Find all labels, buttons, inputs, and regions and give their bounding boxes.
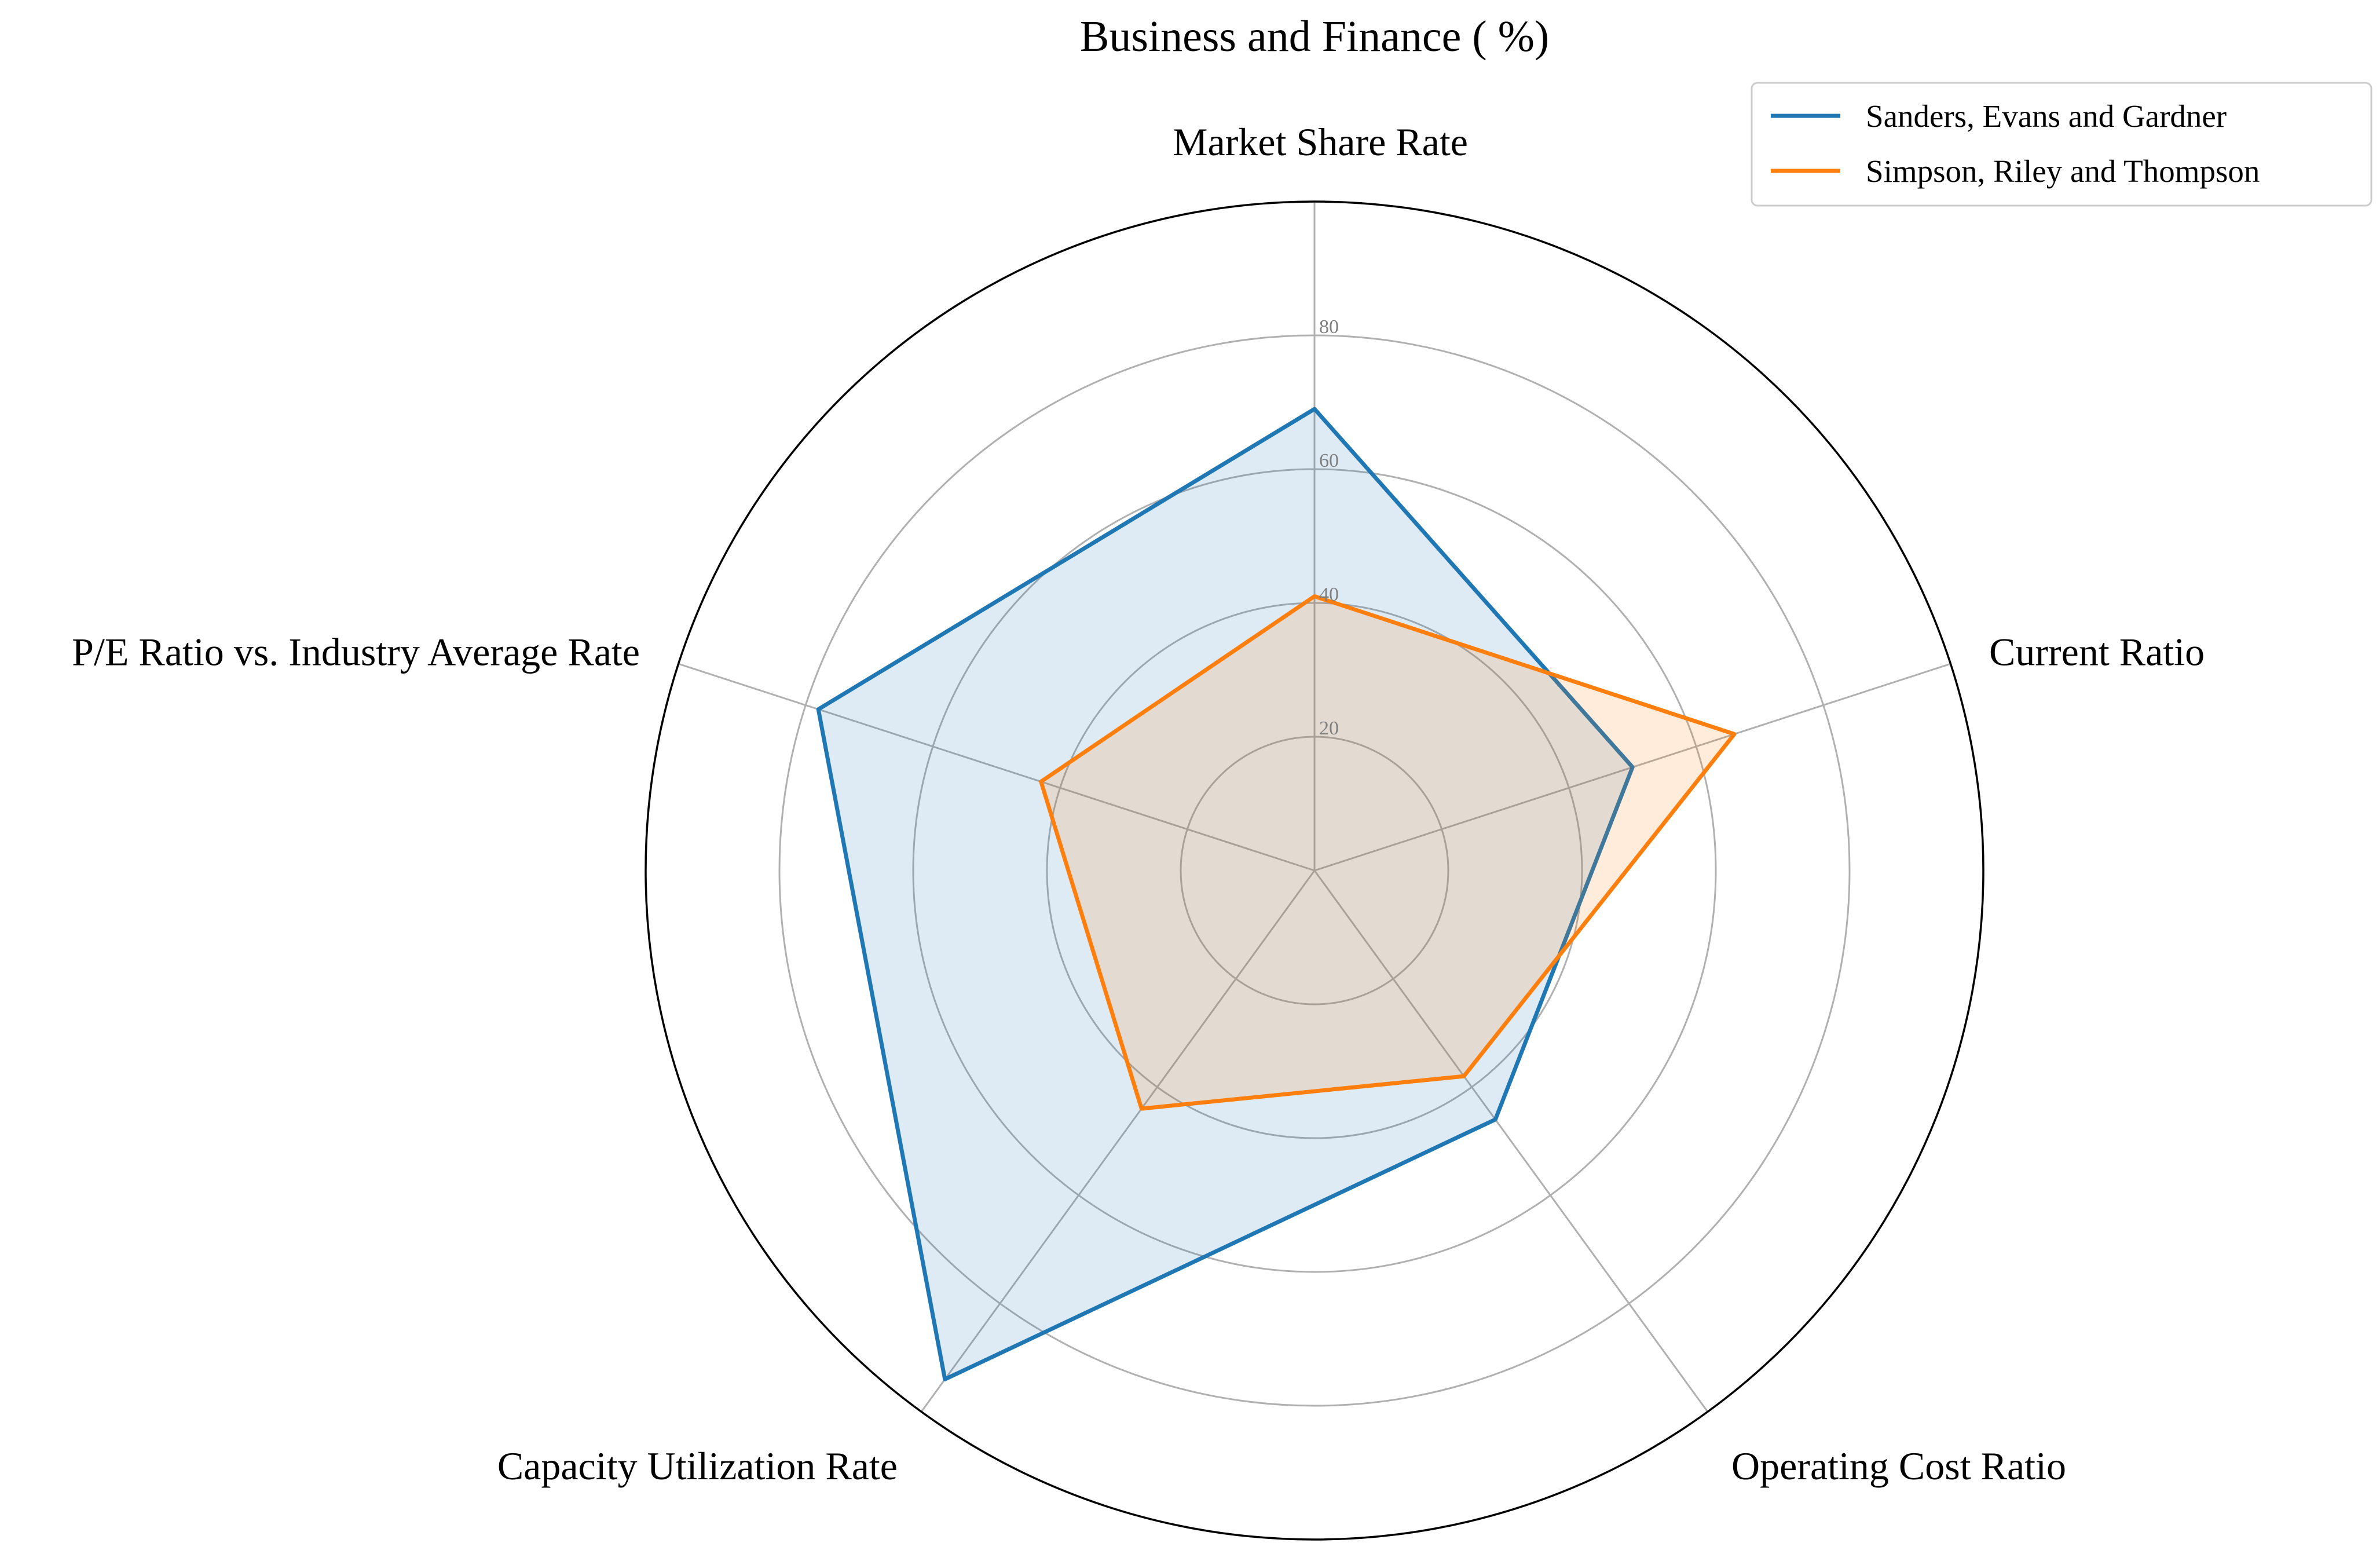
tick-label-60: 60: [1319, 450, 1339, 471]
axis-label-market-share-rate: Market Share Rate: [1173, 120, 1468, 164]
chart-title: Business and Finance ( %): [1080, 12, 1550, 61]
axis-label-p-e-ratio-vs-industry-average-rate: P/E Ratio vs. Industry Average Rate: [72, 630, 640, 674]
axis-label-capacity-utilization-rate: Capacity Utilization Rate: [497, 1444, 898, 1488]
tick-label-40: 40: [1319, 584, 1339, 605]
series-layer: [816, 407, 1737, 1381]
spoke-p-e-ratio-vs-industry-average-rate: [678, 663, 1315, 872]
legend: Sanders, Evans and Gardner Simpson, Rile…: [1751, 82, 2372, 207]
series-line-simpson-riley-and-thompson: [1039, 594, 1737, 1111]
axis-labels: Market Share Rate Current Ratio Operating …: [72, 120, 2205, 1488]
legend-box: [1751, 82, 2372, 207]
tick-label-20: 20: [1319, 718, 1339, 739]
legend-label-sanders-evans-and-gardner: Sanders, Evans and Gardner: [1866, 98, 2227, 134]
legend-label-simpson-riley-and-thompson: Simpson, Riley and Thompson: [1866, 153, 2260, 189]
spoke-operating-cost-ratio: [1313, 870, 1709, 1413]
tick-label-80: 80: [1319, 316, 1339, 338]
axis-label-current-ratio: Current Ratio: [1989, 630, 2205, 674]
spoke-capacity-utilization-rate: [920, 870, 1316, 1413]
outer-frame: [645, 200, 1984, 1541]
series-area-sanders-evans-and-gardner: [818, 409, 1633, 1380]
radial-tick-labels: 20 40 60 80: [1319, 316, 1339, 739]
series-line-sanders-evans-and-gardner: [816, 407, 1635, 1381]
axis-label-operating-cost-ratio: Operating Cost Ratio: [1731, 1444, 2066, 1488]
series-area-simpson-riley-and-thompson: [1041, 596, 1734, 1109]
grid: [645, 200, 1984, 1541]
